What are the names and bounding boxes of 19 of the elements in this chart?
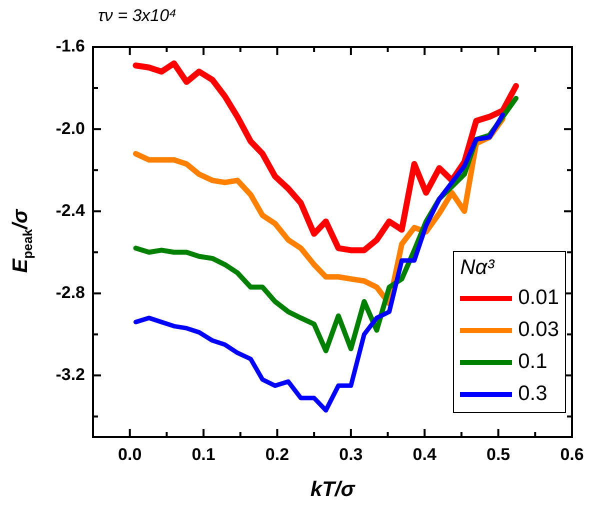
y-tick-label: -1.6 bbox=[56, 36, 85, 56]
x-tick-label: 0.1 bbox=[192, 444, 216, 464]
y-tick-label: -2.4 bbox=[56, 200, 86, 220]
y-tick-label: -2.8 bbox=[56, 283, 85, 302]
x-tick-label: 0.0 bbox=[118, 444, 142, 464]
legend-label: 0.03 bbox=[518, 318, 559, 342]
x-axis-title: kT/σ bbox=[309, 478, 356, 502]
legend-title: Nα³ bbox=[460, 256, 496, 280]
x-tick-label: 0.2 bbox=[265, 444, 290, 464]
y-tick-label: -2.0 bbox=[56, 118, 85, 138]
x-tick-label: 0.4 bbox=[412, 444, 437, 464]
x-tick-label: 0.6 bbox=[560, 444, 584, 464]
x-tick-label: 0.3 bbox=[339, 444, 363, 464]
y-tick-label: -3.2 bbox=[56, 365, 85, 384]
x-tick-label: 0.5 bbox=[486, 444, 510, 464]
legend-label: 0.01 bbox=[518, 286, 559, 310]
chart-title: τν = 3x10⁴ bbox=[98, 6, 176, 26]
legend-label: 0.1 bbox=[518, 350, 548, 374]
legend-label: 0.3 bbox=[518, 382, 548, 406]
